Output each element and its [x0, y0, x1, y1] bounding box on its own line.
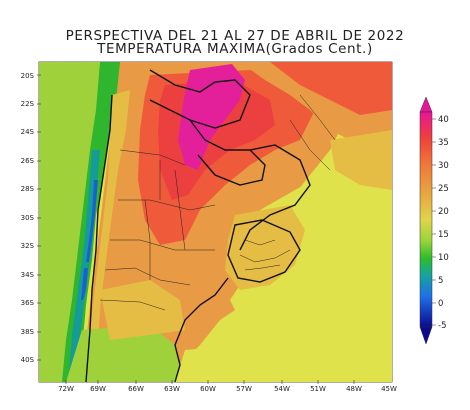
province-boundaries — [99, 94, 336, 311]
colorbar-label: 40 — [438, 115, 449, 125]
lat-label: 30S — [21, 214, 35, 222]
temperature-field — [39, 62, 392, 382]
colorbar-label: 5 — [438, 276, 443, 286]
lon-label: 57W — [236, 385, 252, 393]
lat-label: 20S — [21, 72, 35, 80]
colorbar-label: 15 — [438, 230, 449, 240]
lat-label: 32S — [21, 242, 35, 250]
colorbar-label: -5 — [438, 321, 446, 331]
lon-label: 51W — [310, 385, 326, 393]
lat-label: 40S — [21, 356, 35, 364]
lon-label: 54W — [274, 385, 290, 393]
lat-label: 36S — [21, 299, 35, 307]
lat-label: 28S — [21, 185, 35, 193]
latitude-axis: 20S 22S 24S 26S 28S 30S 32S 34S 36S 38S … — [21, 72, 35, 364]
colorbar-label: 35 — [438, 138, 449, 148]
colorbar-label: 30 — [438, 161, 449, 171]
lon-label: 45W — [381, 385, 397, 393]
country-boundaries — [85, 69, 311, 382]
lat-label: 34S — [21, 271, 35, 279]
lat-label: 24S — [21, 128, 35, 136]
lon-label: 66W — [128, 385, 144, 393]
lon-label: 48W — [346, 385, 362, 393]
lon-label: 69W — [90, 385, 106, 393]
colorbar-label: 10 — [438, 253, 449, 263]
colorbar-label: 25 — [438, 184, 449, 194]
longitude-axis: 72W 69W 66W 63W 60W 57W 54W 51W 48W 45W — [58, 385, 397, 393]
lon-label: 63W — [164, 385, 180, 393]
colorbar-label: 0 — [438, 299, 443, 309]
colorbar: 40 35 30 25 20 15 10 5 0 -5 — [419, 96, 449, 345]
lat-label: 38S — [21, 328, 35, 336]
colorbar-top-arrow — [419, 96, 433, 113]
map-title-line2: TEMPERATURA MAXIMA(Grados Cent.) — [97, 41, 373, 57]
lat-label: 26S — [21, 157, 35, 165]
map-title-line1: PERSPECTIVA DEL 21 AL 27 DE ABRIL DE 202… — [65, 28, 405, 44]
colorbar-gradient — [419, 111, 433, 328]
colorbar-bottom-arrow — [419, 326, 433, 345]
lon-label: 72W — [58, 385, 74, 393]
lon-label: 60W — [200, 385, 216, 393]
colorbar-label: 20 — [438, 207, 449, 217]
lat-label: 22S — [21, 100, 35, 108]
